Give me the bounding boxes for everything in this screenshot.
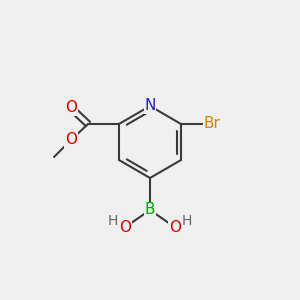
Text: H: H <box>182 214 192 228</box>
Text: Br: Br <box>204 116 220 131</box>
Text: O: O <box>65 100 77 116</box>
Text: O: O <box>169 220 181 236</box>
Text: O: O <box>65 133 77 148</box>
Text: H: H <box>108 214 118 228</box>
Text: O: O <box>119 220 131 236</box>
Text: B: B <box>145 202 155 217</box>
Text: N: N <box>144 98 156 113</box>
